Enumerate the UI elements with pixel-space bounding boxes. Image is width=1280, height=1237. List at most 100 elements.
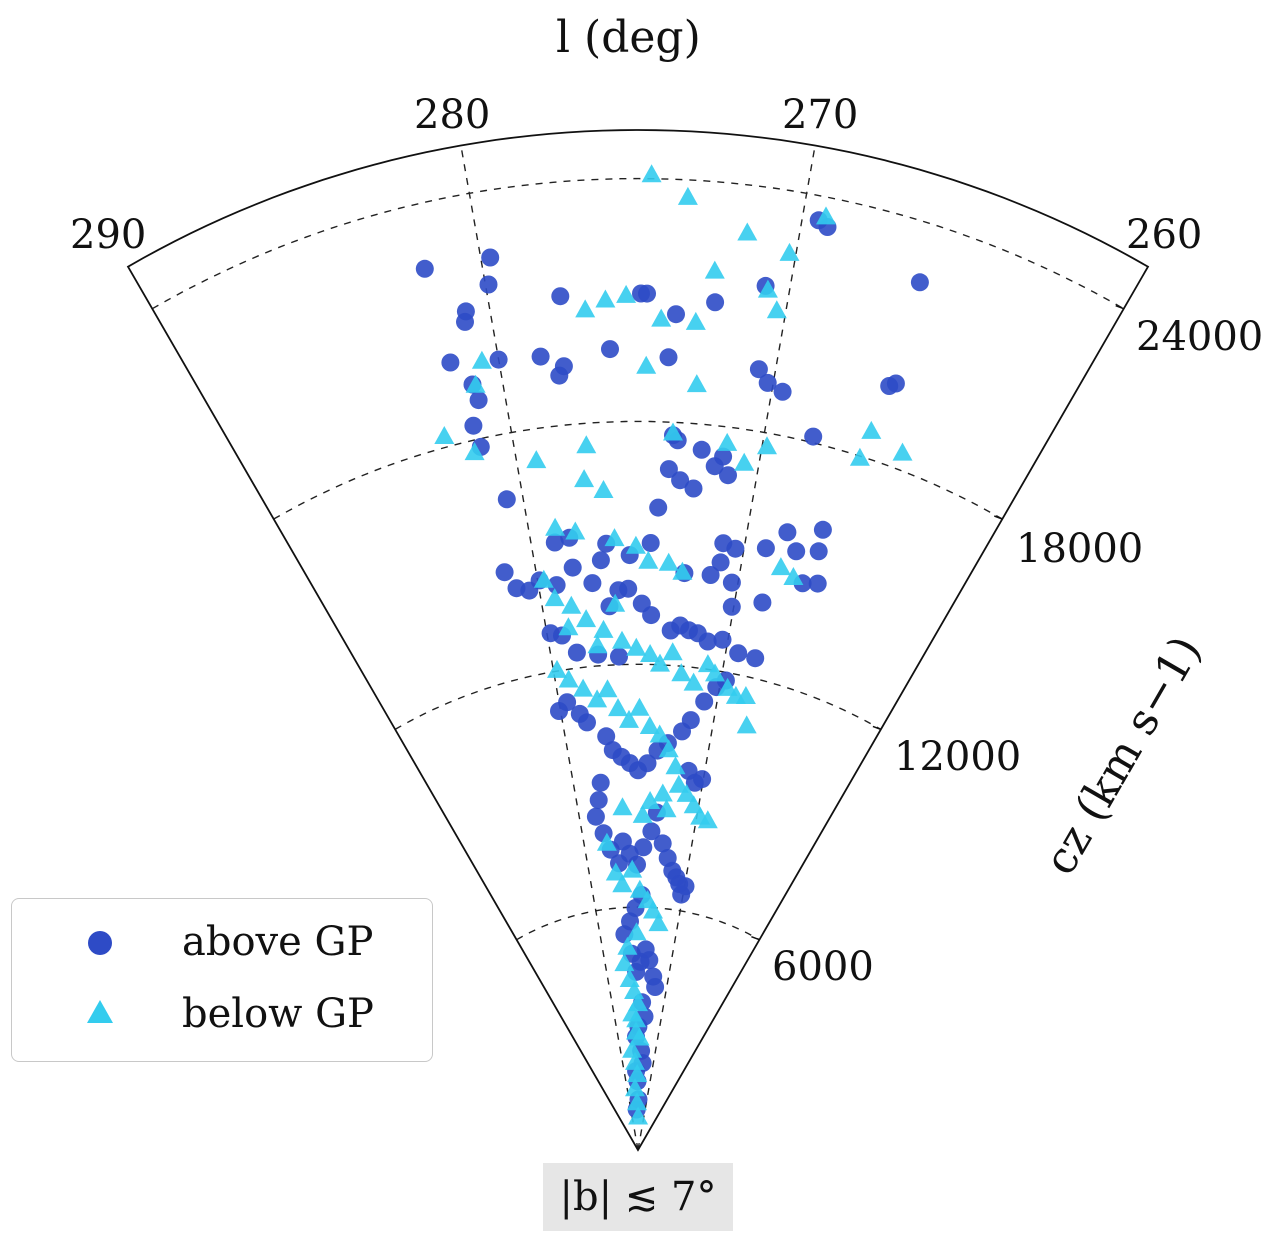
data-point-above-gp [753, 593, 772, 612]
data-point-below-gp [849, 447, 870, 466]
data-point-below-gp [629, 697, 650, 716]
data-point-above-gp [719, 466, 737, 485]
data-point-below-gp [629, 1027, 650, 1046]
cz-gridline [151, 177, 1125, 310]
data-point-below-gp [596, 832, 617, 851]
cz-gridline [394, 663, 882, 731]
data-point-below-gp [766, 300, 787, 319]
data-point-below-gp [638, 550, 659, 569]
data-point-above-gp [638, 284, 656, 303]
data-point-above-gp [813, 520, 832, 539]
data-point-above-gp [809, 542, 828, 561]
data-point-below-gp [683, 672, 704, 691]
wedge-outline [126, 129, 1150, 1152]
data-point-above-gp [591, 551, 610, 570]
data-point-above-gp [597, 727, 616, 746]
data-point-below-gp [627, 1092, 647, 1111]
data-point-below-gp [641, 164, 662, 183]
data-point-above-gp [701, 566, 720, 584]
data-point-above-gp [880, 377, 899, 395]
data-point-below-gp [658, 552, 679, 571]
cz-tick-18000: 18000 [1016, 526, 1144, 572]
data-point-above-gp [756, 539, 775, 558]
data-point-below-gp [770, 557, 791, 576]
data-point-below-gp [565, 521, 586, 540]
data-point-below-gp [595, 289, 616, 308]
data-point-below-gp [597, 679, 618, 698]
latitude-annotation: |b| ≲ 7° [543, 1163, 733, 1231]
data-point-below-gp [526, 450, 547, 469]
data-point-below-gp [622, 859, 643, 878]
data-point-below-gp [625, 1078, 645, 1097]
data-point-below-gp [640, 644, 661, 662]
data-point-below-gp [705, 663, 725, 682]
data-point-below-gp [593, 480, 614, 498]
data-point-above-gp [695, 692, 714, 711]
data-point-above-gp [642, 822, 661, 841]
wedge-frame [126, 129, 1150, 1152]
data-point-above-gp [464, 416, 483, 435]
data-point-below-gp [626, 1009, 647, 1028]
data-point-above-gp [619, 579, 638, 598]
legend-label: above GP [182, 919, 374, 965]
data-point-above-gp [589, 791, 608, 810]
data-point-below-gp [649, 724, 670, 743]
l-tick-280: 280 [414, 92, 491, 138]
cz-tick-6000: 6000 [772, 944, 874, 990]
data-point-above-gp [638, 754, 657, 773]
data-point-below-gp [717, 432, 738, 451]
data-point-below-gp [757, 279, 778, 298]
cz-tick-mark [994, 515, 1003, 520]
data-point-above-gp [550, 366, 569, 385]
data-point-below-gp [625, 535, 646, 554]
data-point-below-gp [619, 709, 639, 728]
data-point-above-gp [910, 273, 929, 292]
triangle-marker-icon [87, 1000, 113, 1023]
data-point-above-gp [722, 573, 741, 592]
data-point-below-gp [717, 677, 738, 696]
data-point-below-gp [628, 1106, 649, 1125]
data-point-above-gp [586, 807, 605, 826]
cz-tick-mark [751, 935, 760, 941]
l-tick-290: 290 [70, 212, 147, 258]
l-tick-270: 270 [782, 92, 859, 138]
data-point-below-gp [640, 791, 661, 809]
data-point-below-gp [608, 698, 628, 717]
legend-item-above-gp: above GP [12, 913, 432, 973]
data-point-above-gp [479, 275, 498, 294]
data-point-below-gp [757, 436, 777, 455]
data-point-below-gp [587, 635, 608, 654]
data-point-below-gp [662, 642, 683, 661]
data-point-above-gp [646, 978, 665, 996]
data-point-below-gp [612, 797, 633, 816]
data-point-below-gp [612, 630, 632, 649]
data-point-below-gp [574, 469, 595, 488]
data-point-below-gp [736, 715, 757, 734]
data-point-above-gp [659, 460, 678, 479]
data-point-above-gp [610, 647, 628, 666]
data-point-above-gp [722, 597, 741, 616]
data-point-below-gp [652, 783, 673, 802]
data-point-above-gp [642, 606, 661, 625]
l-gridline [637, 145, 816, 1151]
data-point-below-gp [471, 350, 492, 369]
data-point-below-gp [587, 689, 608, 708]
data-point-below-gp [892, 442, 913, 461]
data-point-below-gp [622, 1039, 643, 1058]
data-point-below-gp [626, 637, 647, 656]
l-tick-260: 260 [1126, 212, 1203, 258]
data-point-below-gp [672, 561, 693, 580]
data-point-below-gp [558, 617, 579, 636]
data-point-below-gp [576, 609, 597, 628]
data-point-below-gp [663, 422, 683, 441]
data-point-below-gp [573, 678, 594, 697]
data-point-above-gp [591, 773, 610, 792]
data-point-below-gp [617, 936, 638, 955]
data-point-above-gp [578, 713, 596, 732]
data-point-below-gp [685, 311, 706, 330]
data-point-below-gp [629, 879, 650, 898]
data-point-above-gp [693, 770, 712, 789]
data-point-below-gp [434, 426, 455, 444]
data-point-above-gp [698, 632, 717, 651]
